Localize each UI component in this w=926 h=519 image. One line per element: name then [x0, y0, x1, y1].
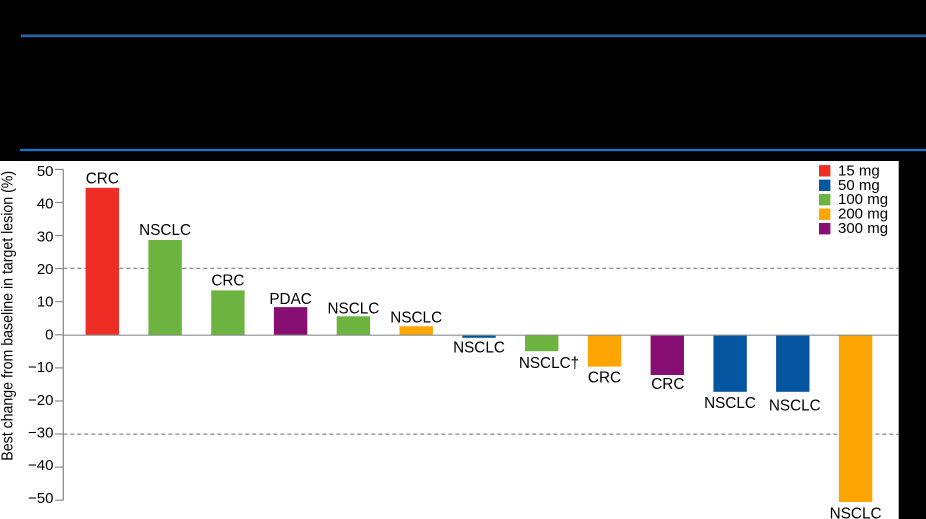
- svg-text:NSCLC: NSCLC: [830, 506, 882, 519]
- svg-text:PDAC: PDAC: [269, 291, 312, 308]
- svg-text:NSCLC: NSCLC: [139, 222, 191, 239]
- svg-text:100 mg: 100 mg: [838, 191, 888, 208]
- svg-text:NSCLC: NSCLC: [704, 395, 756, 412]
- svg-text:CRC: CRC: [211, 273, 244, 290]
- svg-text:NSCLC: NSCLC: [327, 300, 379, 317]
- svg-text:NSCLC†: NSCLC†: [519, 355, 579, 372]
- svg-text:200 mg: 200 mg: [838, 206, 888, 223]
- svg-text:−40: −40: [28, 457, 53, 474]
- svg-text:50 mg: 50 mg: [838, 177, 880, 194]
- svg-text:15 mg: 15 mg: [838, 162, 880, 179]
- svg-text:40: 40: [37, 196, 54, 213]
- svg-text:CRC: CRC: [588, 370, 621, 387]
- svg-text:20: 20: [37, 261, 54, 278]
- svg-text:NSCLC: NSCLC: [390, 310, 442, 327]
- svg-text:−20: −20: [28, 392, 53, 409]
- svg-text:300 mg: 300 mg: [838, 220, 888, 237]
- svg-text:−10: −10: [28, 359, 53, 376]
- svg-text:CRC: CRC: [86, 170, 119, 187]
- svg-text:50: 50: [37, 163, 54, 180]
- svg-text:−30: −30: [28, 425, 53, 442]
- svg-text:10: 10: [37, 294, 54, 311]
- svg-text:NSCLC: NSCLC: [453, 340, 505, 357]
- svg-text:0: 0: [45, 326, 53, 343]
- svg-text:−50: −50: [28, 490, 53, 507]
- svg-text:30: 30: [37, 228, 54, 245]
- svg-text:CRC: CRC: [651, 376, 684, 393]
- svg-text:NSCLC: NSCLC: [769, 397, 821, 414]
- svg-text:Best change from baseline in t: Best change from baseline in target lesi…: [0, 171, 17, 461]
